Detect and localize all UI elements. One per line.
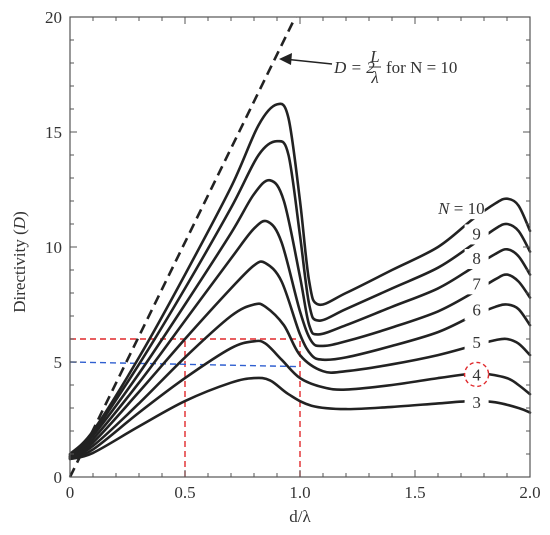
asymptote-formula-lhs: D = 2 <box>333 58 375 77</box>
series-curve <box>68 178 532 458</box>
series-label-bg <box>464 332 489 353</box>
series-label-bg <box>464 274 489 295</box>
series-label: 8 <box>472 249 481 268</box>
series-label: 5 <box>472 333 481 352</box>
asymptote-formula-den: λ <box>370 68 378 87</box>
plot-frame <box>69 16 531 478</box>
series-label-bg <box>464 249 489 270</box>
series-curve <box>68 139 532 457</box>
y-tick-label: 5 <box>54 353 63 372</box>
series-label-bg <box>464 392 489 413</box>
x-tick-label: 2.0 <box>519 483 540 502</box>
series-label: 9 <box>472 224 481 243</box>
y-axis-label-var: D <box>10 216 29 230</box>
asymptote-arrow <box>283 58 333 65</box>
asymptote-annotation: D = 2 L λ for N = 10 <box>279 47 457 87</box>
series-curve <box>68 302 532 460</box>
highlight-circle <box>463 361 490 388</box>
asymptote-arrowhead <box>279 53 292 65</box>
series-label: 3 <box>472 393 481 412</box>
y-tick-label: 0 <box>54 468 63 487</box>
y-tick-label: 20 <box>45 8 62 27</box>
guide-lines <box>69 338 301 477</box>
axis-ticks: 0 0.5 1.0 1.5 2.0 0 5 10 15 20 <box>45 8 541 502</box>
y-tick-label: 15 <box>45 123 62 142</box>
y-axis-label-main: Directivity <box>10 239 29 313</box>
asymptote-formula-num: L <box>369 47 379 66</box>
series-label-bg <box>464 365 489 386</box>
asymptote-line <box>68 16 297 478</box>
curves: N = 10 9 8 7 6 5 4 3 <box>68 16 532 478</box>
x-tick-label: 1.5 <box>404 483 425 502</box>
series-label-bg <box>464 224 489 245</box>
x-tick-label: 0.5 <box>174 483 195 502</box>
series-label: 6 <box>472 301 481 320</box>
series-label: 4 <box>472 365 481 384</box>
series-label: N = 10 <box>437 199 484 218</box>
x-tick-label: 1.0 <box>289 483 310 502</box>
asymptote-formula-rhs: for N = 10 <box>386 58 457 77</box>
series-label: 7 <box>472 274 481 293</box>
series-curve <box>68 102 532 456</box>
series-curve <box>68 260 532 459</box>
y-tick-label: 10 <box>45 238 62 257</box>
series-curve <box>68 219 532 459</box>
y-axis-label: Directivity (D) <box>10 211 29 313</box>
x-tick-label: 0 <box>66 483 75 502</box>
series-label-bg <box>404 199 485 220</box>
x-axis-label: d/λ <box>289 507 311 526</box>
series-label-bg <box>464 300 489 321</box>
blue-guide-line <box>69 361 301 368</box>
